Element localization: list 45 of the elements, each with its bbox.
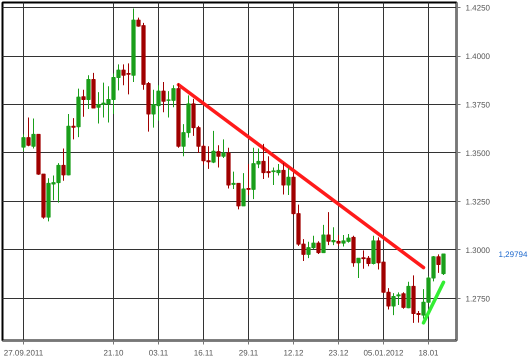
- candlestick: [436, 254, 441, 274]
- x-tick-label: 16.11: [194, 348, 214, 358]
- candlestick: [336, 234, 341, 246]
- candlestick: [61, 148, 66, 182]
- candlestick: [286, 168, 291, 196]
- x-tick-label: 23.12: [328, 348, 350, 358]
- candlestick: [356, 258, 361, 279]
- candlestick: [441, 253, 446, 276]
- y-tick-label: 1.3000: [466, 246, 491, 255]
- y-tick-label: 1.4000: [466, 52, 491, 62]
- y-tick-label: 1.3250: [466, 197, 491, 206]
- text: 1,29794: [498, 250, 528, 260]
- candlestick: [241, 172, 246, 206]
- candlestick: [71, 118, 76, 140]
- x-tick-label: 12.12: [283, 348, 304, 358]
- candlestick: [236, 182, 241, 210]
- x-tick-label: 03.11: [148, 348, 169, 358]
- y-tick-label: 1.4250: [466, 4, 491, 13]
- candlestick: [211, 130, 216, 164]
- candlestick: [406, 281, 411, 309]
- x-tick-label: 21.10: [103, 348, 124, 358]
- candlestick: [231, 171, 236, 190]
- candlestick: [326, 212, 331, 246]
- candlestick: [281, 162, 286, 195]
- candlestick: [371, 235, 376, 265]
- candlestick: [321, 224, 326, 254]
- candlestick: [86, 74, 91, 110]
- candlestick: [161, 82, 166, 113]
- candlestick: [246, 164, 251, 196]
- candlestick: [401, 292, 406, 310]
- y-tick-label: 1.2750: [466, 294, 491, 304]
- y-tick-label: 1.3750: [466, 100, 491, 110]
- x-tick-label: 18.01: [418, 348, 440, 358]
- candlestick: [331, 226, 336, 246]
- candlestick: [26, 116, 31, 147]
- candlestick: [81, 89, 86, 118]
- x-tick-label: 29.11: [238, 348, 259, 358]
- x-tick-label: 27.09.2011: [4, 348, 44, 358]
- candlestick: [316, 240, 321, 255]
- y-tick-label: 1.3500: [466, 148, 491, 158]
- candlestick: [216, 144, 221, 168]
- candlestick: [31, 118, 36, 150]
- x-tick-label: 05.01.2012: [363, 348, 404, 358]
- candlestick: [21, 134, 26, 152]
- candlestick: [221, 138, 226, 159]
